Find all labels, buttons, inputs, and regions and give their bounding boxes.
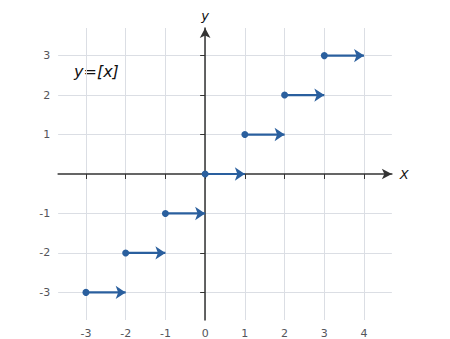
svg-text:-2: -2 (120, 327, 131, 339)
svg-text:X: X (399, 167, 410, 182)
svg-text:-1: -1 (160, 327, 171, 339)
svg-text:-3: -3 (39, 286, 50, 299)
svg-text:-3: -3 (80, 327, 91, 339)
svg-text:0: 0 (202, 327, 209, 339)
svg-text:2: 2 (43, 89, 50, 102)
svg-text:1: 1 (241, 327, 248, 339)
svg-text:-2: -2 (39, 246, 50, 259)
svg-text:1: 1 (43, 128, 50, 141)
svg-text:2: 2 (281, 327, 288, 339)
svg-text:4: 4 (361, 327, 368, 339)
svg-text:y=[x]: y=[x] (73, 62, 119, 81)
svg-text:-1: -1 (39, 207, 50, 220)
svg-text:y: y (200, 8, 209, 23)
svg-text:3: 3 (321, 327, 328, 339)
svg-text:3: 3 (43, 49, 50, 62)
